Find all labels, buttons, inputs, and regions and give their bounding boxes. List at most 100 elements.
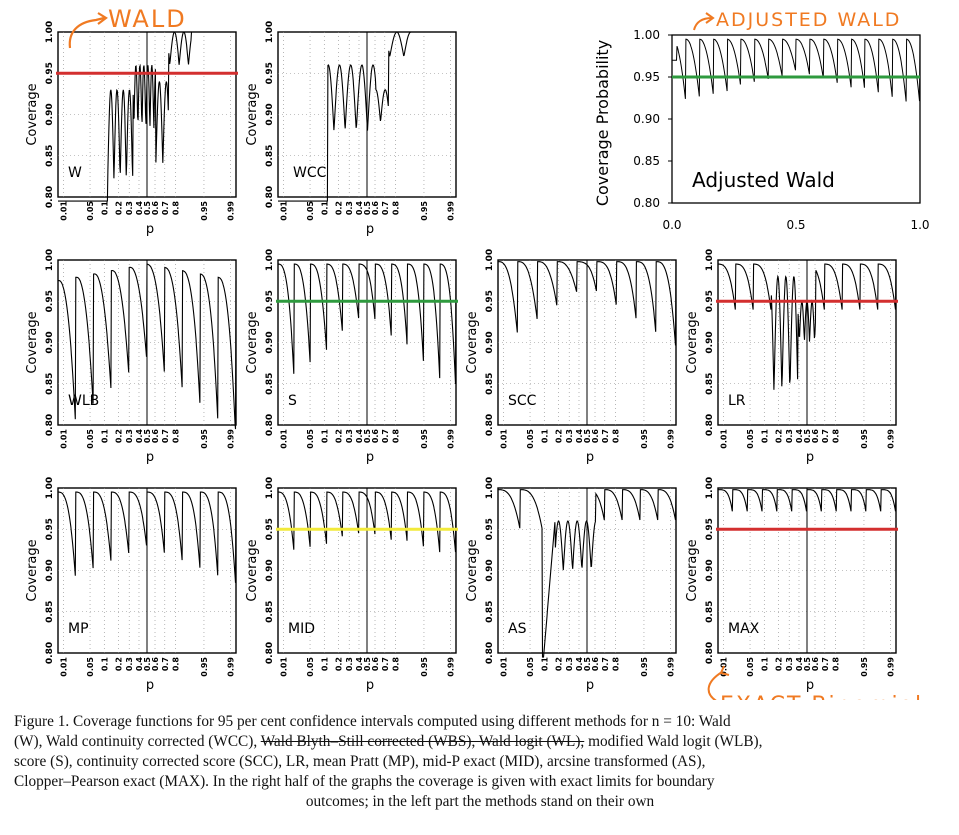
y-axis-label: Coverage bbox=[685, 539, 700, 601]
y-tick-label: 0.85 bbox=[45, 373, 55, 395]
x-tick-label: 0.4 bbox=[135, 429, 144, 444]
x-axis-label: p bbox=[366, 222, 374, 237]
x-tick-label: 0.05 bbox=[86, 657, 95, 677]
x-tick-label: 0.3 bbox=[125, 429, 134, 443]
x-axis-label: p bbox=[146, 222, 154, 237]
y-tick-label: 0.85 bbox=[485, 601, 495, 623]
x-axis-label: p bbox=[366, 450, 374, 465]
x-tick-label: 0.99 bbox=[667, 657, 676, 677]
x-tick-label: 0.5 bbox=[363, 657, 372, 672]
panel-label: Adjusted Wald bbox=[692, 168, 835, 192]
wald-arrowhead bbox=[97, 12, 108, 25]
x-tick-label: 0.3 bbox=[565, 657, 574, 671]
x-tick-label: 0.7 bbox=[161, 201, 170, 215]
x-tick-label: 0.2 bbox=[555, 657, 564, 671]
adjusted-wald-panel: 1.00 0.95 0.90 0.85 0.800.0 0.5 1.0 Coverage Pr… bbox=[593, 28, 930, 232]
y-tick-label: 0.95 bbox=[265, 518, 275, 540]
x-tick-label: 0.2 bbox=[555, 429, 564, 443]
y-tick-label: 0.90 bbox=[485, 331, 495, 353]
y-tick-label: 0.95 bbox=[45, 518, 55, 540]
y-tick-label: 0.85 bbox=[705, 373, 715, 395]
x-tick-label: 0.2 bbox=[115, 201, 124, 215]
y-tick-label: 0.90 bbox=[485, 559, 495, 581]
exact-binomial-arrow bbox=[707, 671, 723, 700]
y-tick-label: 0.80 bbox=[485, 414, 495, 436]
x-tick-label: 0.4 bbox=[355, 201, 364, 216]
y-tick-label: 0.80 bbox=[705, 414, 715, 436]
x-tick-label: 0.6 bbox=[371, 201, 380, 216]
y-tick-label: 0.95 bbox=[45, 62, 55, 84]
x-tick-label: 0.01 bbox=[719, 429, 728, 449]
x-tick-label: 0.3 bbox=[565, 429, 574, 443]
caption-line-4: Clopper–Pearson exact (MAX). In the righ… bbox=[14, 772, 946, 792]
coverage-curve bbox=[498, 261, 677, 346]
x-tick-label: 0.3 bbox=[345, 429, 354, 443]
x-tick-label: 0.1 bbox=[320, 429, 329, 444]
x-tick-label: 0.6 bbox=[591, 657, 600, 672]
x-tick-label: 0.2 bbox=[115, 657, 124, 671]
x-axis-label: p bbox=[806, 678, 814, 693]
y-tick-label: 0.85 bbox=[265, 145, 275, 167]
x-tick-label: 0.5 bbox=[803, 657, 812, 672]
caption-line-3: score (S), continuity corrected score (S… bbox=[14, 752, 946, 772]
x-tick-label: 0.95 bbox=[640, 657, 649, 677]
x-axis-label: p bbox=[146, 450, 154, 465]
x-tick-label: 0.95 bbox=[200, 429, 209, 449]
x-tick-label: 0.6 bbox=[811, 429, 820, 444]
x-tick-label: 0.6 bbox=[151, 657, 160, 672]
y-tick-label: 0.95 bbox=[705, 290, 715, 312]
coverage-panel-lr: 0.80 0.85 0.90 0.95 1.00 Coverage 0.01 0.05 0.1 0… bbox=[685, 249, 898, 465]
x-tick-label: 0.3 bbox=[785, 657, 794, 671]
x-tick-label: 0.7 bbox=[601, 657, 610, 671]
x-tick-label: 0.3 bbox=[125, 201, 134, 215]
x-tick-label: 0.1 bbox=[540, 657, 549, 672]
x-axis-label: p bbox=[146, 678, 154, 693]
y-tick-label: 0.80 bbox=[265, 414, 275, 436]
x-tick-label: 0.2 bbox=[335, 429, 344, 443]
x-tick-label: 0.5 bbox=[583, 429, 592, 444]
y-tick-label: 0.95 bbox=[45, 290, 55, 312]
y-tick-label: 0.95 bbox=[265, 62, 275, 84]
x-tick-label: 0.05 bbox=[746, 657, 755, 677]
x-tick-label: 0.6 bbox=[371, 429, 380, 444]
x-tick-label: 0.05 bbox=[306, 657, 315, 677]
x-tick-label: 0.5 bbox=[786, 218, 805, 232]
x-tick-label: 0.95 bbox=[420, 429, 429, 449]
x-tick-label: 0.4 bbox=[795, 429, 804, 444]
y-tick-label: 0.85 bbox=[45, 601, 55, 623]
x-tick-label: 0.99 bbox=[227, 657, 236, 677]
x-tick-label: 0.4 bbox=[575, 429, 584, 444]
coverage-panel-wlb: 0.80 0.85 0.90 0.95 1.00 Coverage 0.01 0.05 0.1 0… bbox=[25, 249, 237, 465]
caption-line-5: outcomes; in the left part the methods s… bbox=[14, 792, 946, 812]
x-tick-label: 0.0 bbox=[662, 218, 681, 232]
y-tick-label: 0.85 bbox=[633, 154, 660, 168]
coverage-curve bbox=[278, 263, 457, 385]
y-tick-label: 0.80 bbox=[633, 196, 660, 210]
coverage-curve bbox=[278, 31, 456, 202]
x-tick-label: 0.95 bbox=[420, 657, 429, 677]
x-tick-label: 0.05 bbox=[526, 657, 535, 677]
x-tick-label: 0.5 bbox=[143, 657, 152, 672]
x-tick-label: 0.5 bbox=[143, 201, 152, 216]
x-axis-label: p bbox=[586, 678, 594, 693]
x-axis-label: p bbox=[366, 678, 374, 693]
coverage-panel-mp: 0.80 0.85 0.90 0.95 1.00 Coverage 0.01 0.05 0.1 0… bbox=[25, 477, 237, 693]
x-tick-label: 0.95 bbox=[200, 201, 209, 221]
y-tick-label: 0.85 bbox=[265, 373, 275, 395]
y-tick-label: 0.85 bbox=[705, 601, 715, 623]
y-tick-label: 0.90 bbox=[265, 331, 275, 353]
adjusted-wald-arrow bbox=[693, 17, 713, 31]
x-tick-label: 0.8 bbox=[831, 657, 840, 672]
wald-arrow bbox=[68, 16, 105, 49]
y-tick-label: 0.90 bbox=[705, 559, 715, 581]
y-tick-label: 1.00 bbox=[45, 21, 55, 43]
x-tick-label: 0.99 bbox=[887, 429, 896, 449]
x-tick-label: 0.8 bbox=[611, 657, 620, 672]
coverage-curve bbox=[58, 31, 236, 202]
y-tick-label: 0.80 bbox=[485, 642, 495, 664]
x-tick-label: 0.2 bbox=[775, 657, 784, 671]
x-tick-label: 0.8 bbox=[391, 657, 400, 672]
coverage-panel-scc: 0.80 0.85 0.90 0.95 1.00 Coverage 0.01 0.05 0.1 0… bbox=[465, 249, 677, 465]
x-tick-label: 0.99 bbox=[227, 201, 236, 221]
x-tick-label: 0.8 bbox=[171, 657, 180, 672]
